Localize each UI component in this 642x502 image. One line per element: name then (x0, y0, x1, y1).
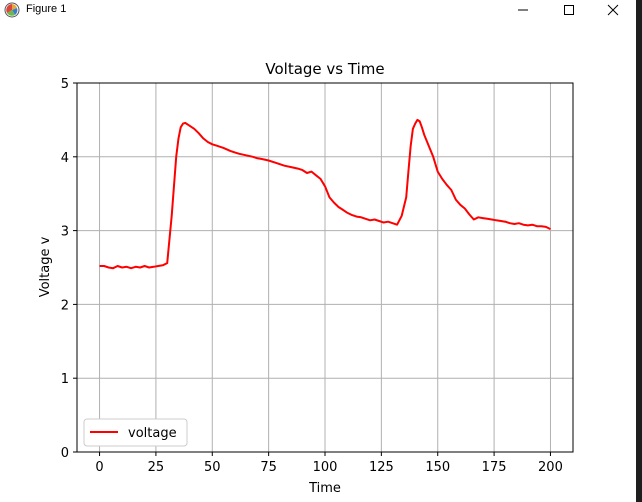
x-tick-label: 25 (148, 460, 165, 475)
minimize-button[interactable] (500, 0, 546, 20)
y-tick-label: 1 (61, 372, 69, 387)
series-layer (99, 118, 551, 270)
close-button[interactable] (590, 0, 636, 20)
x-axis-label: Time (308, 481, 341, 496)
y-tick-label: 3 (61, 225, 69, 240)
legend-label: voltage (128, 426, 177, 441)
window-titlebar: Figure 1 (0, 0, 636, 20)
minimize-icon (518, 9, 528, 11)
x-tick-label: 75 (260, 460, 277, 475)
window-title: Figure 1 (26, 3, 67, 15)
close-icon (607, 4, 619, 16)
y-axis-label: Voltage v (38, 236, 53, 297)
legend: voltage (83, 418, 188, 447)
x-tick-label: 125 (369, 460, 394, 475)
y-tick-label: 4 (61, 151, 69, 166)
window-edge (636, 0, 642, 502)
x-tick-label: 175 (482, 460, 507, 475)
x-tick-label: 150 (425, 460, 450, 475)
x-tick-label: 0 (95, 460, 103, 475)
figure-canvas: 0 25 50 75 100 125 150 175 200 0 1 2 3 4 5 Voltage vs … (0, 20, 636, 502)
y-tick-label: 2 (61, 298, 69, 313)
axis-ticks: 0 25 50 75 100 125 150 175 200 0 1 2 3 4 5 (61, 77, 563, 475)
x-tick-label: 100 (313, 460, 338, 475)
series-line-voltage (99, 118, 551, 270)
y-tick-label: 0 (61, 446, 69, 461)
chart-title: Voltage vs Time (265, 60, 384, 78)
grid-lines (77, 82, 573, 453)
line-chart: 0 25 50 75 100 125 150 175 200 0 1 2 3 4 5 Voltage vs … (38, 60, 574, 496)
matplotlib-app-icon (4, 2, 20, 18)
maximize-icon (564, 5, 574, 15)
x-tick-label: 50 (204, 460, 221, 475)
maximize-button[interactable] (546, 0, 592, 20)
y-tick-label: 5 (61, 77, 69, 92)
x-tick-label: 200 (538, 460, 563, 475)
legend-box (83, 418, 188, 447)
